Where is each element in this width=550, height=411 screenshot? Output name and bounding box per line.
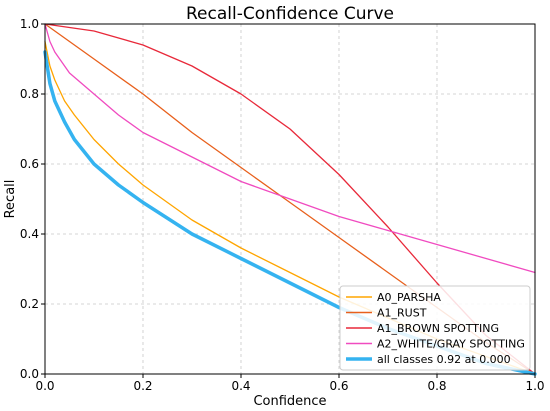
x-tick-label: 0.0	[35, 379, 54, 393]
y-axis-label: Recall	[3, 180, 18, 219]
y-tick-label: 0.0	[20, 367, 39, 381]
x-tick-label: 0.6	[329, 379, 348, 393]
legend-label-0: A0_PARSHA	[377, 291, 441, 304]
legend-label-2: A1_BROWN SPOTTING	[377, 322, 499, 335]
legend-box	[339, 285, 531, 371]
y-tick-label: 0.6	[20, 157, 39, 171]
legend-label-4: all classes 0.92 at 0.000	[377, 353, 511, 366]
chart-title: Recall-Confidence Curve	[186, 4, 394, 24]
legend-label-3: A2_WHITE/GRAY SPOTTING	[377, 338, 525, 351]
x-tick-label: 0.8	[427, 379, 446, 393]
y-tick-label: 1.0	[20, 17, 39, 31]
legend-label-1: A1_RUST	[377, 307, 427, 320]
y-tick-label: 0.2	[20, 297, 39, 311]
axis-ticks: 0.0 0.2 0.4 0.6 0.8 1.0 0.0 0.2 0.4 0.6 0.8 1.0	[20, 17, 545, 393]
y-tick-label: 0.4	[20, 227, 39, 241]
x-axis-label: Confidence	[253, 394, 326, 409]
x-tick-label: 1.0	[525, 379, 544, 393]
legend: A0_PARSHA A1_RUST A1_BROWN SPOTTING A2_WHIT…	[339, 285, 531, 371]
x-tick-label: 0.2	[133, 379, 152, 393]
y-tick-label: 0.8	[20, 87, 39, 101]
x-tick-label: 0.4	[231, 379, 250, 393]
series-line-3	[44, 23, 536, 274]
plot-frame	[44, 23, 536, 375]
